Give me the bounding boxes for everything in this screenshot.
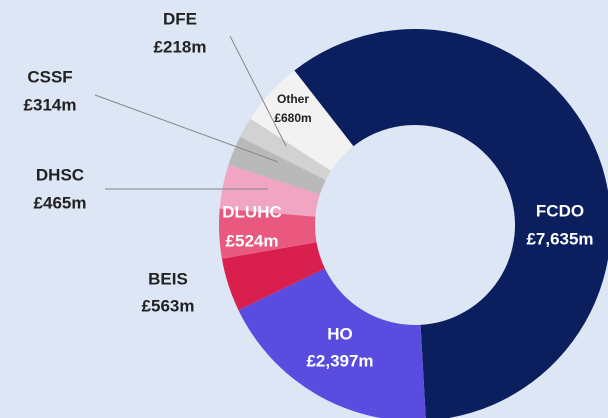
slice-value: £680m bbox=[274, 111, 311, 125]
donut-slice bbox=[250, 70, 354, 171]
donut-slice bbox=[239, 118, 332, 181]
slice-name: DHSC bbox=[36, 165, 84, 184]
slice-value: £2,397m bbox=[306, 351, 373, 370]
slice-name: DLUHC bbox=[222, 202, 282, 221]
slice-name: DFE bbox=[163, 9, 197, 28]
slice-value: £218m bbox=[154, 37, 207, 56]
donut-slice bbox=[294, 29, 608, 418]
leader-line bbox=[94, 94, 279, 163]
donut-slice bbox=[219, 164, 320, 217]
slice-name: Other bbox=[277, 92, 309, 106]
slice-name: HO bbox=[327, 324, 353, 343]
donut-slice bbox=[221, 242, 325, 311]
slice-value: £524m bbox=[226, 231, 279, 250]
leader-line bbox=[229, 35, 287, 147]
slice-name: FCDO bbox=[536, 201, 584, 220]
slice-name: CSSF bbox=[27, 67, 72, 86]
slice-value: £7,635m bbox=[526, 229, 593, 248]
slice-value: £465m bbox=[34, 193, 87, 212]
donut-slice bbox=[238, 268, 426, 418]
donut-slice bbox=[228, 136, 326, 195]
donut-slice bbox=[219, 208, 317, 259]
slice-value: £314m bbox=[24, 95, 77, 114]
slice-name: BEIS bbox=[148, 269, 188, 288]
slice-value: £563m bbox=[142, 296, 195, 315]
